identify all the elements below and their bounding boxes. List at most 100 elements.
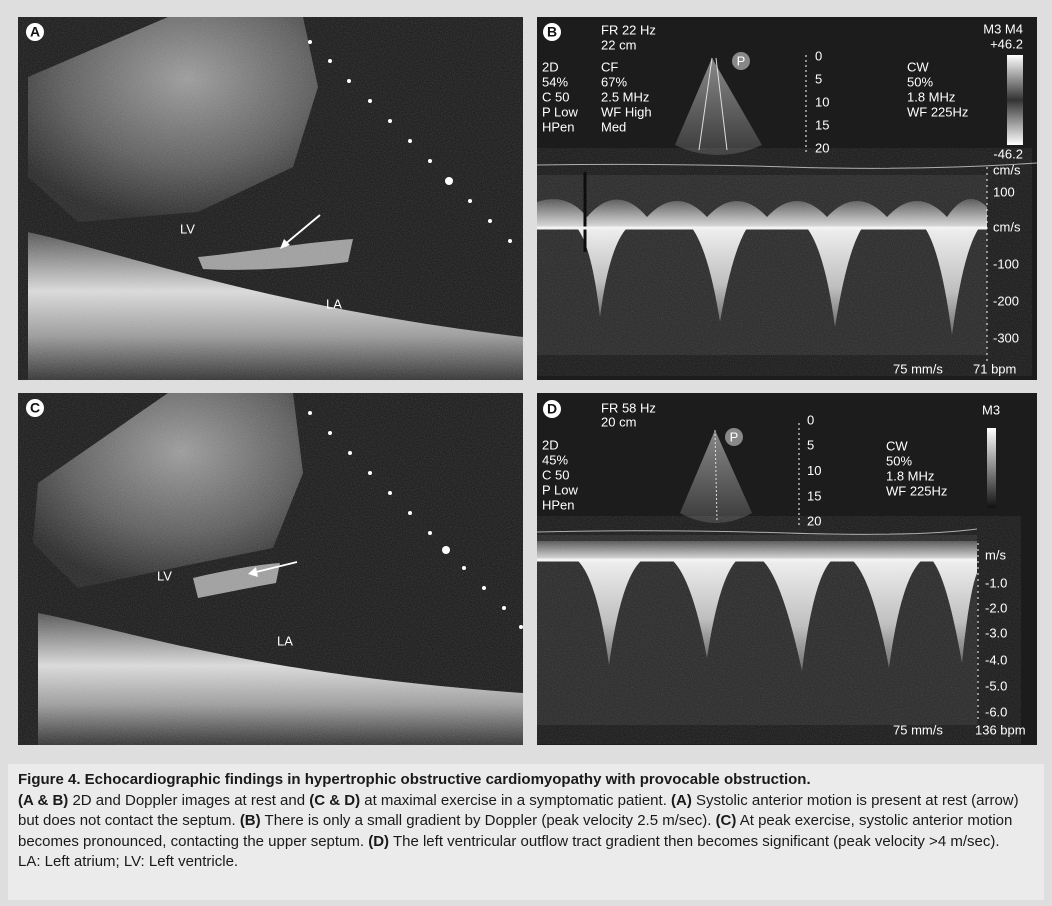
overlay-text: P Low	[542, 482, 579, 497]
overlay-text: CW	[907, 59, 929, 74]
depth-scale: 0 5 10 15 20	[815, 48, 829, 155]
overlay-text: WF 225Hz	[907, 104, 968, 119]
echo-image: C LV LA	[18, 393, 523, 745]
arrow-head	[280, 239, 290, 249]
arrow-head	[248, 567, 258, 577]
overlay-text: 10	[807, 463, 821, 478]
caption-run: Systolic anterior motion is present at r…	[18, 791, 1019, 830]
overlay-text: P Low	[542, 104, 579, 119]
overlay-text: 0	[815, 48, 822, 63]
panel-d: D P FR 58 Hz 20 cm 2D 45% C 50 P Low HPen CW 5…	[537, 393, 1037, 745]
overlay-text: cm/s	[993, 162, 1021, 177]
caption-run: At peak exercise, systolic anterior moti…	[18, 812, 1013, 850]
overlay-text: -200	[993, 293, 1019, 308]
panel-label: A	[30, 24, 40, 40]
annotation: LA	[277, 633, 293, 648]
depth-dots	[308, 40, 512, 243]
panel-b: B P FR 22 Hz 22 cm 2D 54% C 50 P Low HPen CF 6…	[537, 17, 1037, 380]
overlay-text: 1.8 MHz	[907, 89, 955, 104]
caption-body: (A & B) 2D and Doppler images at rest an…	[18, 791, 1034, 853]
sector-preview	[680, 430, 752, 523]
panel-a: A LV LA	[18, 17, 523, 380]
arrow	[255, 561, 298, 573]
label-badge	[26, 399, 44, 417]
caption-run: The left ventricular outflow tract gradi…	[389, 832, 1000, 850]
arrow	[283, 214, 321, 246]
panel-label: C	[30, 400, 40, 416]
overlay-text: 20	[807, 514, 821, 529]
echo-image: A LV LA	[18, 17, 523, 380]
probe-badge	[732, 52, 750, 70]
caption-run: (A)	[671, 791, 692, 809]
caption-run: (C)	[715, 812, 737, 829]
overlay-text: 22 cm	[601, 37, 636, 52]
overlay-text: 5	[807, 438, 814, 453]
overlay-text: CW	[886, 438, 908, 453]
overlay-text: CF	[601, 59, 618, 74]
overlay-text: 100	[993, 184, 1015, 199]
overlay-text: -6.0	[985, 704, 1007, 719]
panel-label: B	[547, 24, 557, 40]
velocity-scale: m/s -1.0 -2.0 -3.0 -4.0 -5.0 -6.0	[985, 547, 1007, 719]
depth-scale: 0 5 10 15 20	[807, 412, 821, 528]
depth-dots	[308, 411, 523, 629]
overlay-text: HPen	[542, 119, 575, 134]
overlay-text: 67%	[601, 74, 627, 89]
map-min: -46.2	[993, 146, 1023, 161]
map-label: M3 M4	[983, 21, 1023, 36]
color-bar	[1007, 55, 1023, 145]
overlay-text: 0	[807, 412, 814, 427]
speckle	[537, 167, 987, 357]
caption-run: at maximal exercise in a symptomatic pat…	[360, 791, 672, 809]
overlay-text: FR 58 Hz	[601, 400, 656, 415]
overlay-text: 15	[807, 488, 821, 503]
sector-preview	[675, 58, 762, 155]
overlay-text: 20 cm	[601, 414, 636, 429]
overlay-text: 2D	[542, 59, 559, 74]
overlay-text: 10	[815, 94, 829, 109]
label-badge	[26, 23, 44, 41]
probe-marker: P	[730, 429, 739, 444]
velocity-scale: cm/s 100 cm/s -100 -200 -300	[993, 162, 1021, 345]
overlay-text: 50%	[907, 74, 933, 89]
overlay-text: 1.8 MHz	[886, 468, 934, 483]
overlay-text: 54%	[542, 74, 568, 89]
overlay-text: WF High	[601, 104, 652, 119]
heart-rate: 71 bpm	[973, 361, 1016, 376]
heart-rate: 136 bpm	[975, 722, 1026, 737]
caption-run: (A & B)	[18, 791, 69, 809]
overlay-text: 15	[815, 117, 829, 132]
probe-badge	[725, 428, 743, 446]
overlay-text: FR 22 Hz	[601, 22, 656, 37]
annotation: LA	[326, 296, 342, 311]
overlay-text: -300	[993, 330, 1019, 345]
cursor-line	[698, 57, 713, 151]
cursor-line	[714, 429, 718, 522]
panel-label: D	[547, 401, 557, 417]
overlay-text: 45%	[542, 452, 568, 467]
cursor-line	[715, 57, 728, 151]
overlay-text: 2D	[542, 437, 559, 452]
map-max: +46.2	[990, 36, 1023, 51]
annotation: LV	[157, 568, 172, 583]
abbreviations: LA: Left atrium; LV: Left ventricle.	[18, 853, 239, 870]
overlay-text: HPen	[542, 497, 575, 512]
speckle	[537, 535, 977, 725]
caption-run: 2D and Doppler images at rest and	[68, 791, 310, 809]
overlay-text: -5.0	[985, 678, 1007, 693]
ecg-trace	[537, 528, 978, 535]
sweep-speed: 75 mm/s	[893, 361, 943, 376]
overlay-text: 2.5 MHz	[601, 89, 649, 104]
overlay-text: -2.0	[985, 600, 1007, 615]
caption-title: Figure 4. Echocardiographic findings in …	[18, 771, 811, 788]
label-badge	[543, 400, 561, 418]
